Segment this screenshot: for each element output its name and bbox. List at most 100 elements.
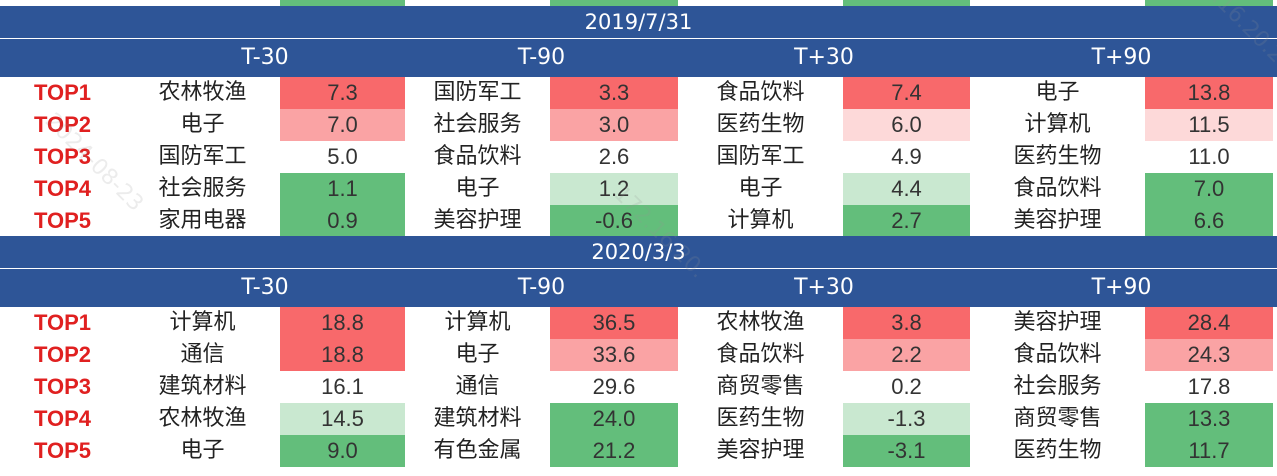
period-header: T-30 <box>241 45 289 70</box>
return-value-cell: 2.7 <box>843 205 970 237</box>
rank-label: TOP1 <box>33 80 92 105</box>
return-value-cell: 6.6 <box>1145 205 1273 237</box>
return-value-cell: 13.3 <box>1145 403 1273 435</box>
industry-name: 计算机 <box>169 310 236 335</box>
fragment-cell <box>1145 0 1273 6</box>
industry-name: 社会服务 <box>1013 374 1102 399</box>
period-header: T+90 <box>1091 45 1152 70</box>
period-header-row: T-30 T-90 T+30 T+90 <box>0 269 1277 307</box>
rank-label: TOP3 <box>33 374 92 399</box>
industry-name: 农林牧渔 <box>158 80 247 105</box>
rank-label: TOP5 <box>33 208 92 233</box>
industry-name: 食品饮料 <box>716 342 805 367</box>
table-row: TOP2 通信 18.8 电子 33.6 食品饮料 2.2 食品饮料 24.3 <box>0 339 1277 371</box>
table-row: TOP3 建筑材料 16.1 通信 29.6 商贸零售 0.2 社会服务 17.8 <box>0 371 1277 403</box>
section-date: 2019/7/31 <box>0 6 1277 39</box>
industry-name: 农林牧渔 <box>716 310 805 335</box>
industry-name: 电子 <box>455 176 500 201</box>
return-value-cell: 5.0 <box>280 141 405 173</box>
table-row: TOP5 电子 9.0 有色金属 21.2 美容护理 -3.1 医药生物 11.7 <box>0 435 1277 467</box>
return-value-cell: 6.0 <box>843 109 970 141</box>
period-header: T+30 <box>794 275 854 300</box>
industry-name: 社会服务 <box>158 176 247 201</box>
return-value-cell: -3.1 <box>843 435 970 467</box>
return-value-cell: 7.0 <box>280 109 405 141</box>
return-value-cell: 16.1 <box>280 371 405 403</box>
table-row: TOP3 国防军工 5.0 食品饮料 2.6 国防军工 4.9 医药生物 11.0 <box>0 141 1277 173</box>
industry-name: 医药生物 <box>1013 438 1102 463</box>
return-value-cell: 21.2 <box>550 435 678 467</box>
section-2020-table: 2020/3/3 T-30 T-90 T+30 T+90 TOP1 计算机 18.8… <box>0 236 1277 467</box>
rank-label: TOP2 <box>33 342 92 367</box>
period-header-row: T-30 T-90 T+30 T+90 <box>0 39 1277 77</box>
return-value-cell: 11.0 <box>1145 141 1273 173</box>
industry-name: 食品饮料 <box>433 144 522 169</box>
return-value-cell: 14.5 <box>280 403 405 435</box>
industry-name: 建筑材料 <box>433 406 522 431</box>
return-value-cell: 2.2 <box>843 339 970 371</box>
return-value-cell: 33.6 <box>550 339 678 371</box>
industry-name: 电子 <box>738 176 783 201</box>
rank-label: TOP5 <box>33 438 92 463</box>
industry-name: 医药生物 <box>716 112 805 137</box>
ranking-rows: TOP1 计算机 18.8 计算机 36.5 农林牧渔 3.8 美容护理 28.4 TOP2 通信 1… <box>0 307 1277 467</box>
return-value-cell: 17.8 <box>1145 371 1273 403</box>
industry-name: 国防军工 <box>716 144 805 169</box>
industry-name: 食品饮料 <box>716 80 805 105</box>
return-value-cell: 4.9 <box>843 141 970 173</box>
fragment-cell <box>843 0 970 6</box>
return-value-cell: 18.8 <box>280 339 405 371</box>
return-value-cell: 0.2 <box>843 371 970 403</box>
return-value-cell: 7.0 <box>1145 173 1273 205</box>
industry-name: 家用电器 <box>158 208 247 233</box>
industry-name: 美容护理 <box>1013 310 1102 335</box>
return-value-cell: 18.8 <box>280 307 405 339</box>
section-date: 2020/3/3 <box>0 236 1277 269</box>
ranking-rows: TOP1 农林牧渔 7.3 国防军工 3.3 食品饮料 7.4 电子 13.8 TOP2 电子 7.0… <box>0 77 1277 237</box>
rank-label: TOP4 <box>33 406 92 431</box>
industry-name: 有色金属 <box>433 438 522 463</box>
industry-name: 医药生物 <box>716 406 805 431</box>
return-value-cell: 24.0 <box>550 403 678 435</box>
industry-name: 通信 <box>180 342 225 367</box>
industry-name: 商贸零售 <box>716 374 805 399</box>
return-value-cell: 29.6 <box>550 371 678 403</box>
return-value-cell: 3.3 <box>550 77 678 109</box>
table-row: TOP4 社会服务 1.1 电子 1.2 电子 4.4 食品饮料 7.0 <box>0 173 1277 205</box>
period-header: T+30 <box>794 45 854 70</box>
industry-name: 国防军工 <box>158 144 247 169</box>
rank-label: TOP3 <box>33 144 92 169</box>
industry-name: 商贸零售 <box>1013 406 1102 431</box>
industry-name: 通信 <box>455 374 500 399</box>
return-value-cell: 9.0 <box>280 435 405 467</box>
previous-table-row-fragment <box>0 0 1277 6</box>
industry-name: 国防军工 <box>433 80 522 105</box>
return-value-cell: 28.4 <box>1145 307 1273 339</box>
return-value-cell: 36.5 <box>550 307 678 339</box>
return-value-cell: 3.0 <box>550 109 678 141</box>
return-value-cell: 24.3 <box>1145 339 1273 371</box>
industry-name: 美容护理 <box>716 438 805 463</box>
industry-name: 食品饮料 <box>1013 176 1102 201</box>
industry-name: 美容护理 <box>1013 208 1102 233</box>
industry-name: 电子 <box>1035 80 1080 105</box>
industry-name: 食品饮料 <box>1013 342 1102 367</box>
return-value-cell: 7.3 <box>280 77 405 109</box>
return-value-cell: 13.8 <box>1145 77 1273 109</box>
fragment-cell <box>280 0 405 6</box>
industry-name: 社会服务 <box>433 112 522 137</box>
return-value-cell: 0.9 <box>280 205 405 237</box>
period-header: T-30 <box>241 275 289 300</box>
industry-name: 电子 <box>455 342 500 367</box>
return-value-cell: 2.6 <box>550 141 678 173</box>
industry-name: 计算机 <box>444 310 511 335</box>
period-header: T-90 <box>517 275 566 300</box>
period-header: T-90 <box>517 45 566 70</box>
return-value-cell: 7.4 <box>843 77 970 109</box>
return-value-cell: 11.5 <box>1145 109 1273 141</box>
industry-name: 计算机 <box>1024 112 1091 137</box>
industry-name: 建筑材料 <box>158 374 247 399</box>
rank-label: TOP4 <box>33 176 92 201</box>
return-value-cell: -0.6 <box>550 205 678 237</box>
return-value-cell: -1.3 <box>843 403 970 435</box>
